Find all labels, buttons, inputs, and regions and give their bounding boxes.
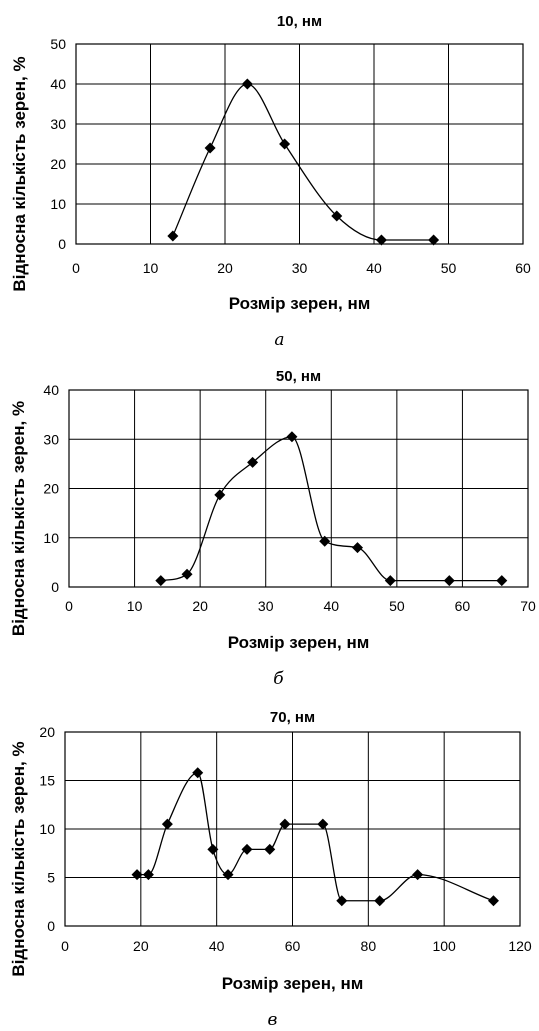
- data-point-marker: [181, 568, 193, 580]
- panel-caption: б: [273, 669, 284, 689]
- chart-panel-1: 10, нм 0 10 20 30 40 50 60 0 10 20 30 40 50 Розмір зер…: [10, 13, 531, 350]
- x-tick-label: 60: [285, 938, 301, 954]
- panel-caption: в: [268, 1010, 278, 1030]
- data-point-marker: [412, 869, 424, 881]
- x-tick-label: 40: [323, 598, 339, 614]
- y-axis-label: Відносна кількість зерен, %: [9, 401, 28, 636]
- x-axis-label: Розмір зерен, нм: [229, 294, 371, 313]
- data-point-marker: [155, 575, 167, 587]
- y-tick-label: 40: [50, 76, 66, 92]
- y-tick-label: 10: [50, 196, 66, 212]
- x-axis-label: Розмір зерен, нм: [222, 974, 364, 993]
- x-tick-label: 0: [72, 260, 80, 276]
- data-point-marker: [167, 230, 179, 242]
- y-tick-label: 0: [58, 236, 66, 252]
- data-point-marker: [131, 869, 143, 881]
- y-tick-label: 15: [39, 773, 55, 789]
- data-point-marker: [317, 818, 329, 830]
- data-point-marker: [319, 535, 331, 547]
- x-tick-label: 30: [258, 598, 274, 614]
- data-point-marker: [428, 234, 440, 246]
- y-tick-label: 10: [39, 821, 55, 837]
- data-point-marker: [443, 575, 455, 587]
- x-tick-label: 120: [508, 938, 532, 954]
- plot-area-frame: [64, 731, 521, 927]
- data-point-marker: [286, 431, 298, 443]
- data-point-marker: [374, 895, 386, 907]
- data-point-marker: [279, 818, 291, 830]
- y-tick-label: 20: [50, 156, 66, 172]
- chart-panel-3: 70, нм 0 20 40 60 80 100 120 0 5 10 15 20 Розмір зере…: [9, 709, 532, 1030]
- x-tick-label: 70: [520, 598, 536, 614]
- data-point-marker: [247, 456, 259, 468]
- data-point-marker: [279, 138, 291, 150]
- data-point-marker: [142, 869, 154, 881]
- data-point-marker: [331, 210, 343, 222]
- y-tick-label: 30: [43, 431, 59, 447]
- data-point-marker: [222, 869, 234, 881]
- data-point-marker: [161, 818, 173, 830]
- x-tick-label: 30: [292, 260, 308, 276]
- chart-title: 50, нм: [276, 368, 321, 385]
- x-tick-label: 100: [432, 938, 456, 954]
- x-tick-label: 0: [65, 598, 73, 614]
- data-point-marker: [264, 843, 276, 855]
- y-tick-label: 30: [50, 116, 66, 132]
- data-point-marker: [496, 575, 508, 587]
- y-tick-label: 10: [43, 530, 59, 546]
- chart-panel-2: 50, нм 0 10 20 30 40 50 60 70 0 10 20 30 40 Розмір зер…: [9, 368, 536, 689]
- x-tick-label: 80: [361, 938, 377, 954]
- panel-caption: а: [274, 330, 284, 350]
- x-tick-label: 40: [209, 938, 225, 954]
- data-point-marker: [241, 78, 253, 90]
- x-tick-label: 50: [441, 260, 457, 276]
- series-line: [137, 772, 494, 902]
- data-point-marker: [207, 843, 219, 855]
- x-axis-label: Розмір зерен, нм: [228, 633, 370, 652]
- series-line: [160, 436, 502, 582]
- x-tick-label: 20: [133, 938, 149, 954]
- x-tick-label: 0: [61, 938, 69, 954]
- y-tick-label: 0: [47, 918, 55, 934]
- y-tick-label: 40: [43, 382, 59, 398]
- y-tick-label: 5: [47, 870, 55, 886]
- data-point-marker: [214, 489, 226, 501]
- x-tick-label: 40: [366, 260, 382, 276]
- data-point-marker: [375, 234, 387, 246]
- data-point-marker: [241, 843, 253, 855]
- data-point-marker: [487, 895, 499, 907]
- plot-area-frame: [68, 389, 529, 588]
- data-point-marker: [352, 542, 364, 554]
- data-point-marker: [384, 575, 396, 587]
- chart-title: 10, нм: [277, 13, 322, 30]
- data-point-marker: [336, 895, 348, 907]
- y-tick-label: 50: [50, 36, 66, 52]
- x-tick-label: 50: [389, 598, 405, 614]
- plot-area-frame: [75, 43, 524, 245]
- x-tick-label: 10: [143, 260, 159, 276]
- series-line: [172, 83, 434, 241]
- x-tick-label: 10: [127, 598, 143, 614]
- chart-title: 70, нм: [270, 709, 315, 726]
- x-tick-label: 20: [192, 598, 208, 614]
- x-tick-label: 20: [217, 260, 233, 276]
- y-axis-label: Відносна кількість зерен, %: [10, 56, 29, 291]
- data-point-marker: [192, 767, 204, 779]
- y-tick-label: 20: [39, 724, 55, 740]
- y-axis-label: Відносна кількість зерен, %: [9, 741, 28, 976]
- data-point-marker: [204, 142, 216, 154]
- x-tick-label: 60: [455, 598, 471, 614]
- y-tick-label: 0: [51, 579, 59, 595]
- x-tick-label: 60: [515, 260, 531, 276]
- y-tick-label: 20: [43, 481, 59, 497]
